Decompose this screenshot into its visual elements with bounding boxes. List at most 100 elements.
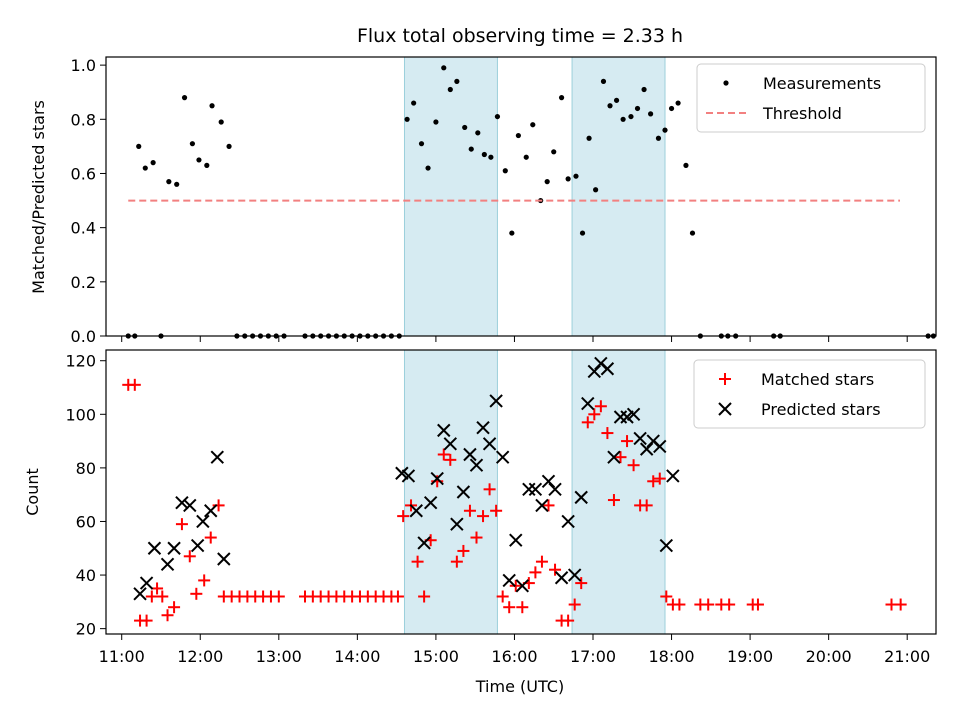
- measurement-point: [411, 100, 417, 106]
- matched-star-marker: [490, 504, 503, 517]
- predicted-star-marker: [463, 447, 477, 462]
- predicted-star-marker: [175, 496, 189, 510]
- matched-star-marker: [183, 550, 196, 563]
- matched-star-marker: [627, 459, 640, 472]
- chart-title: Flux total observing time = 2.33 h: [357, 25, 683, 47]
- x-tick-label: 20:00: [806, 647, 852, 666]
- predicted-star-marker: [495, 450, 510, 464]
- matched-star-marker: [568, 598, 581, 611]
- top-panel: 0.0 0.2 0.4 0.6 0.8 1.0 Matched/Predicted sta…: [29, 56, 937, 346]
- predicted-star-marker: [515, 579, 530, 593]
- matched-star-marker: [483, 483, 496, 496]
- predicted-star-marker: [574, 490, 588, 505]
- predicted-star-marker: [133, 587, 147, 601]
- measurement-point: [558, 95, 565, 101]
- predicted-star-marker: [423, 496, 438, 510]
- matched-star-marker: [145, 590, 158, 603]
- y-tick-label: 60: [76, 512, 96, 531]
- predicted-star-marker: [587, 364, 602, 379]
- predicted-star-marker: [409, 504, 423, 518]
- measurement-point: [593, 187, 599, 193]
- measurement-point: [634, 105, 641, 112]
- y-tick-label: 0.2: [71, 273, 96, 292]
- predicted-star-marker: [541, 474, 556, 488]
- measurement-point: [142, 165, 148, 171]
- y-tick-label: 0.4: [71, 219, 96, 238]
- predicted-star-marker: [450, 517, 464, 531]
- measurement-point: [136, 143, 142, 149]
- matched-star-marker: [647, 475, 660, 488]
- y-axis-ticks: 20 40 60 80 100 120: [65, 352, 106, 639]
- matched-star-marker: [529, 566, 542, 579]
- predicted-star-marker: [183, 498, 197, 513]
- measurement-point: [174, 181, 180, 187]
- measurement-point: [196, 157, 202, 163]
- measurement-point: [683, 162, 689, 168]
- matched-star-marker: [411, 555, 424, 568]
- matched-star-marker: [190, 587, 203, 600]
- measurement-point: [579, 230, 586, 236]
- y-tick-label: 0.0: [71, 327, 96, 346]
- matched-star-marker: [212, 499, 225, 512]
- predicted-star-marker: [528, 482, 543, 497]
- matched-star-marker: [496, 590, 509, 603]
- matched-star-marker: [161, 609, 174, 622]
- matched-star-marker: [444, 453, 457, 466]
- matched-star-marker: [437, 448, 450, 461]
- matched-star-marker: [470, 531, 483, 544]
- matched-star-marker: [168, 601, 181, 614]
- predicted-star-marker: [190, 538, 205, 553]
- measurement-point: [454, 78, 460, 84]
- x-tick-label: 18:00: [648, 647, 694, 666]
- predicted-star-marker: [401, 469, 416, 483]
- matched-star-marker: [601, 427, 614, 440]
- measurement-point: [181, 95, 188, 101]
- predicted-star-marker: [469, 458, 484, 472]
- measurement-point: [641, 86, 647, 93]
- matched-star-marker: [457, 544, 470, 557]
- matched-star-marker: [660, 590, 673, 603]
- bottom-legend: Matched stars Predicted stars: [693, 359, 926, 429]
- predicted-star-marker: [626, 407, 641, 422]
- predicted-star-marker: [167, 541, 181, 555]
- x-tick-label: 15:00: [413, 647, 459, 666]
- matched-star-marker: [653, 472, 666, 485]
- measurement-point: [404, 116, 410, 122]
- measurement-point: [628, 113, 634, 120]
- measurement-point: [675, 100, 681, 106]
- x-tick-label: 17:00: [570, 647, 616, 666]
- legend-marker-measurements: [723, 80, 729, 86]
- predicted-star-marker: [639, 442, 654, 456]
- predicted-star-marker: [567, 568, 582, 582]
- measurement-point: [515, 132, 521, 139]
- series-predicted-stars: [133, 356, 680, 601]
- legend-marker-matched: [719, 373, 731, 385]
- predicted-star-marker: [476, 420, 490, 435]
- measurement-point: [509, 230, 515, 236]
- measurement-point: [433, 119, 439, 125]
- measurement-point: [523, 154, 529, 160]
- y-tick-label: 20: [76, 620, 96, 639]
- matched-star-marker: [751, 598, 764, 611]
- matched-star-marker: [198, 574, 211, 587]
- legend-marker-predicted: [718, 402, 732, 416]
- bottom-legend-box: [693, 359, 926, 429]
- matched-star-marker: [391, 590, 404, 603]
- predicted-star-marker: [607, 450, 621, 464]
- matched-star-marker: [614, 451, 627, 464]
- matched-star-marker: [575, 577, 588, 590]
- y-tick-label: 0.8: [71, 110, 96, 129]
- predicted-star-marker: [196, 514, 210, 529]
- top-legend-box: [696, 63, 926, 133]
- measurement-point: [488, 154, 494, 160]
- x-axis-ticks: [121, 336, 908, 342]
- matched-star-marker: [581, 416, 594, 429]
- x-tick-label: 13:00: [256, 647, 302, 666]
- y-tick-label: 0.6: [71, 164, 96, 183]
- matched-star-marker: [535, 555, 548, 568]
- measurement-point: [150, 160, 156, 166]
- predicted-star-marker: [147, 541, 162, 555]
- predicted-star-marker: [430, 471, 444, 486]
- measurement-point: [166, 179, 172, 185]
